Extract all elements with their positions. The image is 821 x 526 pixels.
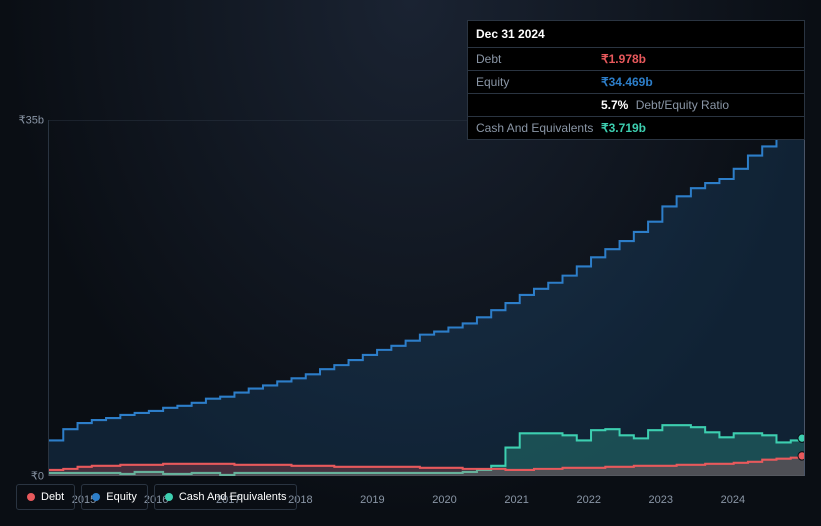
x-axis-label: 2021 <box>504 494 528 506</box>
tooltip-row-value: ₹3.719b <box>601 121 646 135</box>
tooltip-row-label: Equity <box>476 75 601 89</box>
legend-item-label: Equity <box>106 491 137 503</box>
legend-item-label: Debt <box>41 491 64 503</box>
legend-item-cash-and-equivalents[interactable]: Cash And Equivalents <box>154 484 298 510</box>
x-axis-label: 2019 <box>360 494 384 506</box>
legend-dot-icon <box>165 493 173 501</box>
legend-item-equity[interactable]: Equity <box>81 484 148 510</box>
tooltip-row: Cash And Equivalents₹3.719b <box>468 117 804 139</box>
hover-line <box>804 120 805 476</box>
tooltip-row: Debt₹1.978b <box>468 48 804 71</box>
hover-tooltip: Dec 31 2024 Debt₹1.978bEquity₹34.469b5.7… <box>467 20 805 140</box>
tooltip-row-value: ₹34.469b <box>601 75 653 89</box>
x-axis-label: 2022 <box>576 494 600 506</box>
legend-item-debt[interactable]: Debt <box>16 484 75 510</box>
x-axis-label: 2024 <box>721 494 745 506</box>
legend-dot-icon <box>92 493 100 501</box>
x-axis-label: 2023 <box>649 494 673 506</box>
legend: Debt Equity Cash And Equivalents <box>16 484 297 510</box>
tooltip-row: Equity₹34.469b <box>468 71 804 94</box>
tooltip-row-suffix: Debt/Equity Ratio <box>632 98 729 112</box>
legend-item-label: Cash And Equivalents <box>179 491 287 503</box>
legend-dot-icon <box>27 493 35 501</box>
tooltip-row-label <box>476 98 601 112</box>
tooltip-row-label: Debt <box>476 52 601 66</box>
x-axis-label: 2020 <box>432 494 456 506</box>
chart-container: ₹35b₹0 201520162017201820192020202120222… <box>16 120 805 476</box>
y-axis-label: ₹35b <box>19 114 44 127</box>
tooltip-row-value: ₹1.978b <box>601 52 646 66</box>
tooltip-row-value: 5.7% Debt/Equity Ratio <box>601 98 729 112</box>
tooltip-date: Dec 31 2024 <box>468 21 804 48</box>
tooltip-row: 5.7% Debt/Equity Ratio <box>468 94 804 117</box>
chart-svg <box>49 120 805 476</box>
tooltip-row-label: Cash And Equivalents <box>476 121 601 135</box>
y-axis-label: ₹0 <box>31 470 44 483</box>
plot-area[interactable] <box>48 120 805 476</box>
